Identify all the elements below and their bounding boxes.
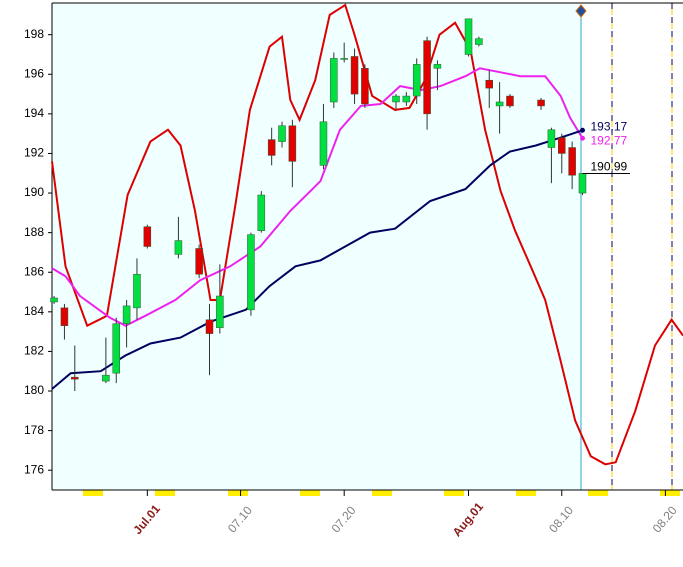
candle-body [340,58,348,60]
y-tick-label: 192 [24,146,44,160]
y-tick-label: 188 [24,225,44,239]
candle-body [133,273,141,309]
candle-body [216,295,224,328]
x-tick-label: 07.20 [329,503,359,535]
candle-body [464,18,473,55]
candle-body [506,95,514,107]
y-tick-label: 182 [24,344,44,358]
candle-body [122,305,131,324]
candle-body [558,137,566,154]
candle-body [278,125,286,142]
candle-body [205,319,214,334]
candle-body [50,297,58,303]
weekend-markers [83,490,680,496]
cursor-diamond [575,4,587,18]
candle-body [392,95,400,103]
x-tick-label: 07.10 [225,503,255,535]
y-tick-label: 196 [24,66,44,80]
indicator-line [51,3,683,466]
candle-body [195,248,203,275]
y-tick-label: 198 [24,27,44,41]
candle-body [257,194,266,231]
y-tick-label: 176 [24,462,44,476]
price-dot [579,135,585,141]
y-tick-label: 186 [24,264,44,278]
candle-body [433,64,442,69]
candle-body [267,139,276,156]
candle-body [288,125,297,162]
candle-body [495,101,504,107]
candle-body [475,38,483,45]
x-tick-label: 08.20 [650,503,680,535]
price-label: 193.17 [590,119,627,133]
x-tick-label: Aug.01 [450,499,487,539]
candle-body [547,129,556,148]
candle-body [402,95,411,103]
x-tick-label: Jul.01 [130,502,163,537]
candle-body [537,99,545,107]
candle-body [319,121,328,166]
x-tick-label: 08.10 [546,503,576,535]
y-tick-label: 194 [24,106,44,120]
y-tick-label: 178 [24,423,44,437]
price-label: 190.99 [590,160,627,174]
y-tick-label: 190 [24,185,44,199]
y-tick-label: 180 [24,383,44,397]
price-label: 192.77 [590,133,627,147]
y-tick-label: 184 [24,304,44,318]
candle-body [247,234,255,311]
price-dot [579,127,585,133]
candle-body [578,173,587,194]
candle-body [330,58,338,103]
candle-body [71,376,79,380]
candle-body [174,240,183,255]
candle-body [102,374,110,382]
future-area [581,3,683,490]
candle-body [60,307,69,326]
candle-body [485,79,493,89]
candle-body [350,56,359,95]
candle-body [423,40,431,115]
candle-body [412,64,421,97]
candle-body [568,147,576,176]
candle-body [361,68,369,105]
candle-body [143,226,152,247]
indicator-line [51,67,584,327]
candle-body [112,323,120,374]
indicator-line [51,129,583,390]
